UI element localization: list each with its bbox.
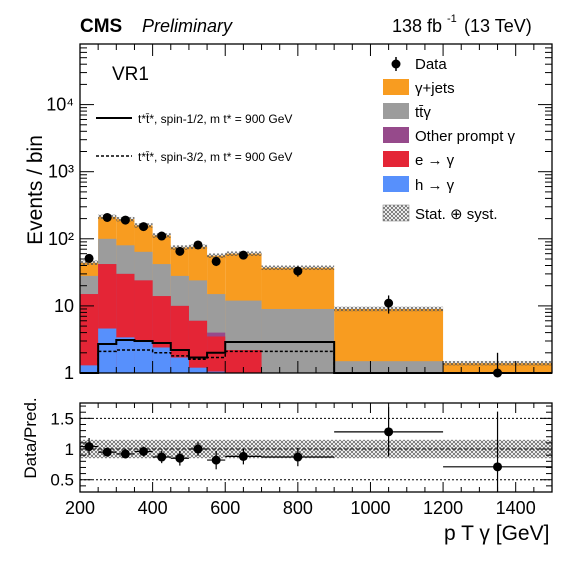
legend-hgamma: h → γ <box>383 176 455 194</box>
bar-hgamma <box>188 367 208 373</box>
legend-hgamma-label: h → γ <box>415 177 455 194</box>
data-point <box>102 212 112 222</box>
bar-hgamma <box>152 347 171 373</box>
x-tick-label: 600 <box>210 498 240 518</box>
data-point <box>175 246 185 256</box>
signal-spin-3/2 <box>80 349 552 374</box>
bar-egamma <box>188 320 208 373</box>
stack-bars <box>80 216 552 373</box>
ratio-point <box>175 453 185 463</box>
lumi-prefix: 138 fb <box>392 16 442 36</box>
legend-other-label: Other prompt γ <box>415 128 516 145</box>
ratio-point <box>211 455 221 465</box>
ratio-point <box>384 427 394 437</box>
y-tick-label-bottom: 0.5 <box>50 471 74 490</box>
y-tick-label-top: 10² <box>48 229 74 249</box>
y-tick-label-bottom: 1 <box>65 440 74 459</box>
ratio-point <box>193 444 203 454</box>
y-axis-title-bottom: Data/Pred. <box>21 397 40 478</box>
data-point <box>84 253 94 263</box>
legend-egamma: e → γ <box>383 151 455 169</box>
bar-egamma <box>170 305 189 373</box>
bar-egamma <box>225 350 262 373</box>
legend-hgamma-swatch <box>383 176 409 192</box>
legend-signal-half-label: t*t̄*, spin-1/2, m t* = 900 GeV <box>138 112 292 126</box>
data-point <box>238 250 248 260</box>
signal-curves <box>80 339 552 374</box>
legend-other-swatch <box>383 127 409 143</box>
legend-gjets: γ+jets <box>383 79 455 97</box>
x-tick-label: 1400 <box>496 498 536 518</box>
ratio-point <box>238 451 248 461</box>
bar-hgamma <box>170 357 189 373</box>
y-axis-title-top: Events / bin <box>24 135 47 245</box>
x-tick-label: 1000 <box>350 498 390 518</box>
legend-ttg-label: tt̄γ <box>415 104 431 121</box>
y-tick-label-top: 10³ <box>48 162 74 182</box>
legend-egamma-label: e → γ <box>415 152 455 169</box>
lumi-suffix: (13 TeV) <box>464 16 532 36</box>
legend-data: Data <box>391 56 447 73</box>
y-tick-label-bottom: 1.5 <box>50 409 74 428</box>
ratio-point <box>84 442 94 452</box>
legend-ttg: tt̄γ <box>383 103 431 121</box>
bar-egamma <box>207 336 226 373</box>
legend-ttg-swatch <box>383 103 409 119</box>
unc-band-bin <box>207 253 226 258</box>
legend-other: Other prompt γ <box>383 127 516 145</box>
bar-hgamma <box>116 337 135 373</box>
x-tick-label: 1200 <box>423 498 463 518</box>
ratio-point <box>293 452 303 462</box>
ratio-point <box>120 449 130 459</box>
legend-unc-swatch <box>382 204 410 222</box>
data-point <box>211 256 221 266</box>
y-tick-label-top: 1 <box>64 363 74 383</box>
data-point <box>139 222 149 232</box>
bottom-axes: 0.5 1 1.5 200 400 600 800 1000 1200 1400 <box>50 402 553 518</box>
bar-hgamma <box>134 340 153 373</box>
legend-signal-half: t*t̄*, spin-1/2, m t* = 900 GeV <box>96 112 292 126</box>
data-point <box>193 240 203 250</box>
legend-unc-label: Stat. ⊕ syst. <box>415 206 498 223</box>
ratio-point <box>102 447 112 457</box>
experiment-label: CMS <box>80 16 122 37</box>
bar-hgamma <box>207 371 226 373</box>
legend-data-label: Data <box>415 56 447 73</box>
ratio-points <box>80 407 552 492</box>
ratio-point <box>157 452 167 462</box>
legend: Data γ+jets tt̄γ Other prompt γ e → γ h … <box>96 56 516 223</box>
legend-unc: Stat. ⊕ syst. <box>382 204 498 223</box>
legend-egamma-swatch <box>383 151 409 167</box>
lumi-exponent: -1 <box>447 13 457 25</box>
legend-gjets-label: γ+jets <box>415 80 455 97</box>
data-points <box>84 212 503 378</box>
ratio-point <box>493 462 503 472</box>
legend-signal-threehalf: t*t̄*, spin-3/2, m t* = 900 GeV <box>96 150 292 164</box>
ratio-reference-lines <box>80 417 552 481</box>
signal-spin-1/2 <box>80 339 552 374</box>
x-tick-label: 200 <box>65 498 95 518</box>
ratio-point <box>139 446 149 456</box>
y-tick-label-top: 10 <box>54 296 74 316</box>
legend-signal-threehalf-label: t*t̄*, spin-3/2, m t* = 900 GeV <box>138 150 292 164</box>
bar-hgamma <box>98 328 117 373</box>
top-axes: 1 10 10² 10³ 10⁴ <box>46 43 553 383</box>
status-label: Preliminary <box>142 16 233 36</box>
data-point <box>384 298 394 308</box>
y-tick-label-top: 10⁴ <box>46 95 74 115</box>
x-tick-label: 400 <box>138 498 168 518</box>
data-point <box>120 215 130 225</box>
bar-hgamma <box>80 365 99 373</box>
x-axis-title: p T γ [GeV] <box>444 522 549 545</box>
legend-gjets-swatch <box>383 79 409 95</box>
region-label: VR1 <box>112 64 149 85</box>
x-tick-label: 800 <box>283 498 313 518</box>
data-point <box>157 231 167 241</box>
data-point <box>293 266 303 276</box>
